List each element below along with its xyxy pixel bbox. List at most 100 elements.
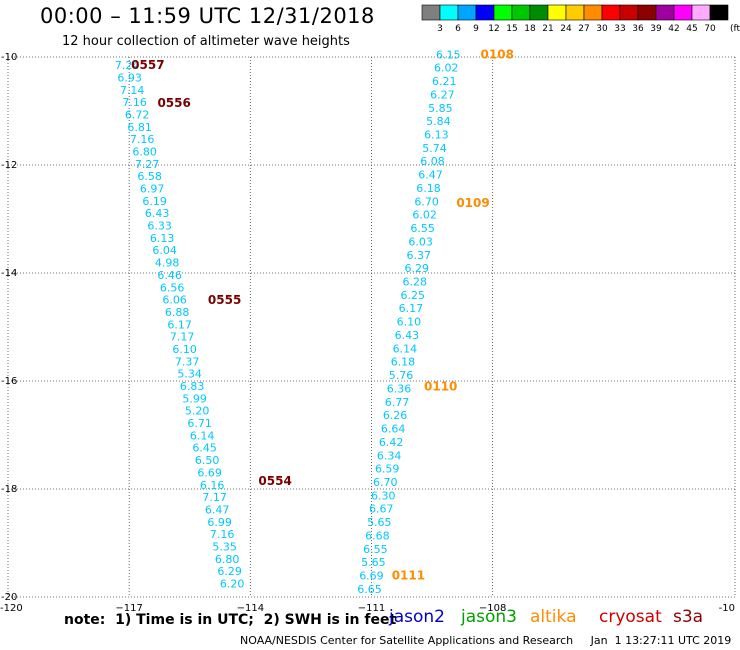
- x-tick-label: -10: [719, 603, 735, 614]
- pass-time-label: 0557: [131, 58, 164, 72]
- swh-data-label: 6.02: [434, 62, 459, 75]
- y-tick-label: -20: [1, 592, 17, 603]
- swh-data-label: 6.45: [192, 442, 217, 455]
- y-tick-label: -18: [1, 484, 17, 495]
- color-scale-label: 21: [542, 24, 553, 34]
- swh-data-label: 6.69: [359, 570, 384, 583]
- swh-data-label: 6.43: [145, 207, 170, 220]
- swh-data-label: 6.80: [132, 146, 157, 159]
- swh-data-label: 6.27: [430, 88, 455, 101]
- color-scale-label: 36: [632, 24, 644, 34]
- swh-data-label: 6.42: [379, 436, 404, 449]
- color-scale-swatch: [637, 4, 657, 21]
- pass-time-label: 0555: [208, 293, 241, 307]
- swh-data-label: 6.26: [383, 409, 408, 422]
- swh-data-label: 6.36: [387, 382, 412, 395]
- pass-time-label: 0556: [157, 96, 190, 110]
- color-scale-swatch: [709, 4, 729, 21]
- y-tick-label: -14: [1, 268, 17, 279]
- swh-data-label: 4.98: [155, 257, 180, 270]
- swh-data-label: 6.69: [197, 466, 222, 479]
- color-scale-label: 45: [686, 24, 697, 34]
- swh-data-label: 6.18: [391, 356, 416, 369]
- swh-data-label: 6.71: [187, 417, 212, 430]
- color-scale-swatch: [673, 4, 693, 21]
- chart-subtitle: 12 hour collection of altimeter wave hei…: [62, 34, 350, 49]
- swh-data-label: 5.74: [422, 142, 447, 155]
- swh-data-label: 6.13: [150, 232, 175, 245]
- swh-data-label: 6.70: [414, 195, 439, 208]
- color-scale-swatch: [583, 4, 603, 21]
- grid: [7, 56, 736, 598]
- color-scale-swatch: [529, 4, 549, 21]
- swh-data-label: 6.14: [393, 342, 418, 355]
- color-scale-label: 18: [524, 24, 536, 34]
- swh-data-label: 6.93: [117, 71, 142, 84]
- swh-data-label: 6.88: [165, 306, 190, 319]
- swh-data-label: 6.59: [375, 463, 400, 476]
- x-tick-label: -120: [0, 603, 23, 614]
- pass-time-label: 0554: [258, 474, 291, 488]
- swh-data-label: 6.25: [401, 289, 426, 302]
- swh-data-label: 6.06: [162, 294, 187, 307]
- y-tick-label: -16: [1, 376, 17, 387]
- swh-data-label: 6.70: [373, 476, 398, 489]
- color-scale-label: 70: [704, 24, 716, 34]
- swh-data-label: 6.03: [408, 235, 433, 248]
- swh-data-label: 6.55: [363, 543, 388, 556]
- color-scale-label: 3: [437, 24, 443, 34]
- swh-data-label: 6.64: [381, 423, 406, 436]
- color-scale-swatch: [511, 4, 531, 21]
- swh-data-label: 5.35: [212, 540, 237, 553]
- swh-data-label: 6.68: [365, 529, 390, 542]
- color-scale-label: 33: [614, 24, 625, 34]
- swh-data-label: 6.30: [371, 489, 396, 502]
- swh-data-label: 6.33: [147, 220, 172, 233]
- legend-jason2: jason2: [389, 607, 445, 627]
- swh-data-label: 6.08: [420, 155, 445, 168]
- swh-data-label: 6.56: [160, 281, 185, 294]
- swh-data-label: 6.29: [404, 262, 429, 275]
- swh-data-label: 6.77: [385, 396, 410, 409]
- color-scale-swatch: [655, 4, 675, 21]
- color-scale-label: 24: [560, 24, 572, 34]
- swh-data-label: 6.18: [416, 182, 441, 195]
- swh-data-label: 6.80: [215, 553, 240, 566]
- swh-data-label: 6.04: [152, 244, 177, 257]
- swh-data-label: 5.84: [426, 115, 451, 128]
- swh-data-label: 6.58: [137, 170, 162, 183]
- color-scale-swatch: [601, 4, 621, 21]
- color-scale-label: 42: [668, 24, 679, 34]
- swh-data-label: 6.65: [357, 583, 382, 596]
- swh-data-label: 7.27: [135, 158, 160, 171]
- color-scale-label: 39: [650, 24, 662, 34]
- x-tick-label: −111: [358, 603, 385, 614]
- swh-data-label: 6.46: [157, 269, 182, 282]
- swh-data-label: 6.47: [418, 169, 443, 182]
- swh-data-label: 6.17: [399, 302, 424, 315]
- swh-data-label: 5.34: [177, 368, 202, 381]
- swh-data-label: 7.16: [130, 133, 155, 146]
- color-scale-swatch: [691, 4, 711, 21]
- x-tick-label: −117: [115, 603, 142, 614]
- swh-data-label: 5.76: [389, 369, 414, 382]
- color-scale-label: 9: [473, 24, 479, 34]
- x-tick-label: −114: [237, 603, 264, 614]
- color-scale-swatch: [421, 4, 441, 21]
- color-scale-swatch: [547, 4, 567, 21]
- swh-data-label: 6.72: [125, 108, 150, 121]
- swh-data-label: 6.83: [180, 380, 205, 393]
- swh-data-label: 6.50: [195, 454, 220, 467]
- footer-credit: NOAA/NESDIS Center for Satellite Applica…: [240, 634, 732, 647]
- color-scale-swatch: [493, 4, 513, 21]
- pass-time-label: 0109: [456, 196, 489, 210]
- swh-data-label: 7.16: [210, 528, 235, 541]
- swh-data-label: 6.17: [167, 318, 192, 331]
- swh-data-label: 7.37: [175, 355, 200, 368]
- swh-data-label: 6.10: [172, 343, 197, 356]
- swh-data-label: 6.97: [140, 183, 165, 196]
- swh-data-label: 6.55: [410, 222, 435, 235]
- swh-data-label: 6.15: [436, 48, 461, 61]
- swh-data-label: 7.24: [115, 59, 140, 72]
